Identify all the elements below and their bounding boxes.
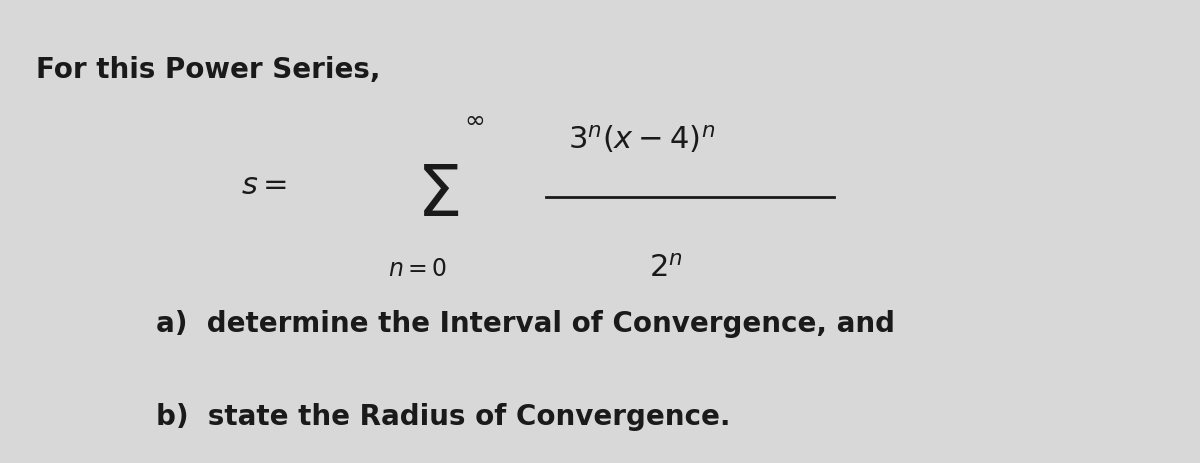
Text: a)  determine the Interval of Convergence, and: a) determine the Interval of Convergence… <box>156 310 895 338</box>
Text: b)  state the Radius of Convergence.: b) state the Radius of Convergence. <box>156 403 731 431</box>
Text: For this Power Series,: For this Power Series, <box>36 56 380 83</box>
Text: $s =$: $s =$ <box>241 171 287 200</box>
Text: $2^n$: $2^n$ <box>649 254 683 283</box>
Text: $3^n(x-4)^n$: $3^n(x-4)^n$ <box>569 123 715 155</box>
Text: $\infty$: $\infty$ <box>464 108 484 132</box>
Text: $n=0$: $n=0$ <box>388 257 448 281</box>
Text: $\Sigma$: $\Sigma$ <box>416 162 460 232</box>
